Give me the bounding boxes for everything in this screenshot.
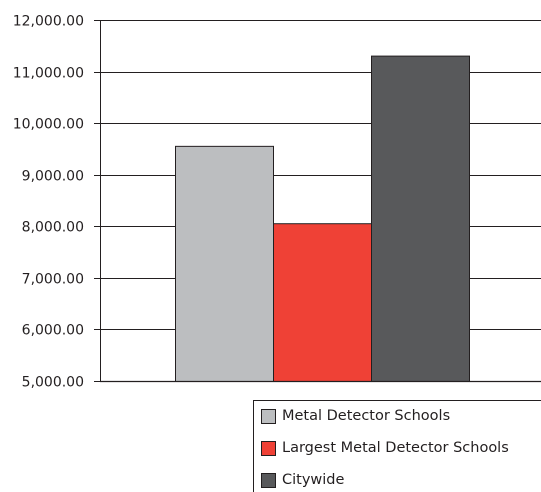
bar-citywide <box>371 55 470 382</box>
bar-chart: 12,000.00 11,000.00 10,000.00 9,000.00 8,000… <box>13 14 541 391</box>
bars <box>175 55 470 382</box>
y-tick-label: 12,000.00 <box>13 14 84 30</box>
legend-label: Citywide <box>282 472 345 488</box>
y-tick-label: 11,000.00 <box>13 66 84 82</box>
legend-swatch <box>261 408 276 424</box>
legend-item-citywide: Citywide <box>261 470 344 490</box>
y-tick-label: 8,000.00 <box>22 220 84 236</box>
legend-item-metal-detector-schools: Metal Detector Schools <box>261 406 450 426</box>
legend-label: Largest Metal Detector Schools <box>282 440 509 456</box>
y-tick-label: 9,000.00 <box>22 169 84 185</box>
y-tick-label: 10,000.00 <box>13 117 84 133</box>
legend-label: Metal Detector Schools <box>282 408 451 424</box>
legend-swatch <box>261 472 276 488</box>
bar-metal-detector-schools <box>175 145 274 382</box>
axes <box>94 20 541 383</box>
legend-swatch <box>261 440 276 456</box>
legend-item-largest-metal-detector-schools: Largest Metal Detector Schools <box>261 438 509 458</box>
tick-labels: 12,000.00 11,000.00 10,000.00 9,000.00 8,000… <box>13 14 84 391</box>
legend: Metal Detector Schools Largest Metal Det… <box>253 400 541 492</box>
bar-largest-metal-detector-schools <box>273 223 372 382</box>
y-tick-label: 6,000.00 <box>22 323 84 339</box>
y-tick-label: 7,000.00 <box>22 272 84 288</box>
y-tick-label: 5,000.00 <box>22 375 84 391</box>
